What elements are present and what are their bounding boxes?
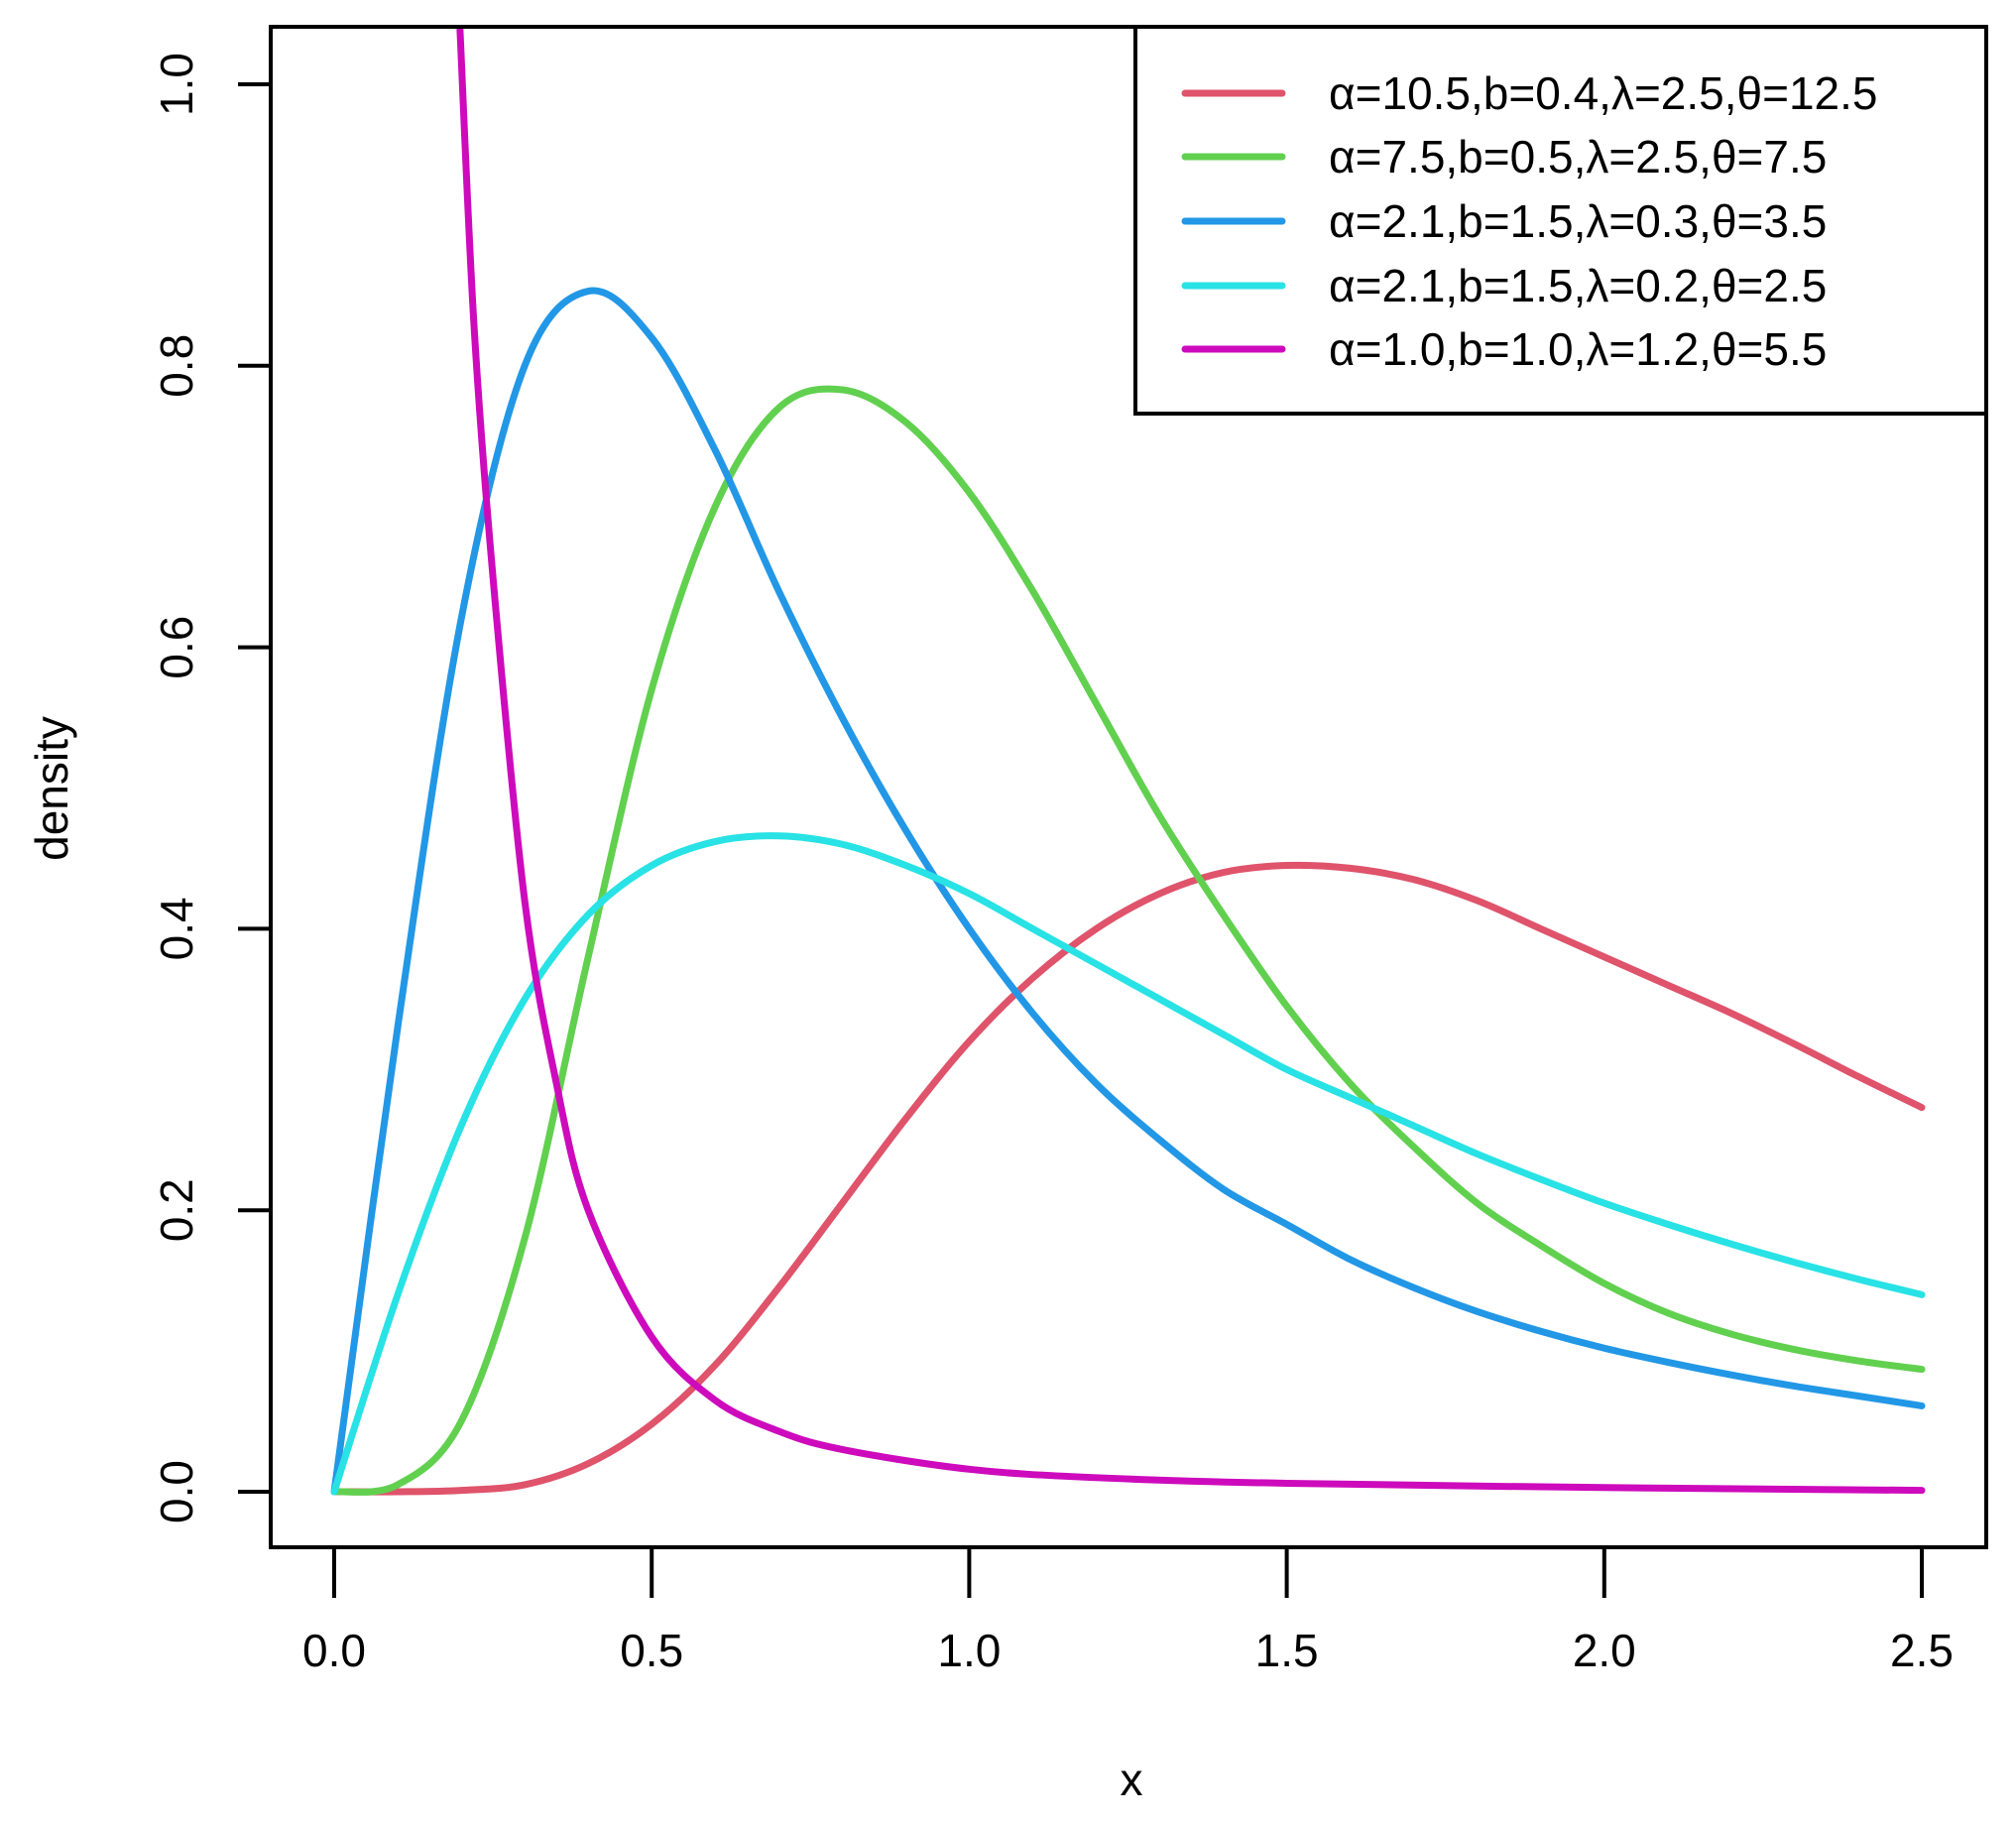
series-line-1 — [330, 861, 1926, 1496]
legend-label: α=10.5,b=0.4,λ=2.5,θ=12.5 — [1329, 67, 1878, 119]
x-tick-label: 2.0 — [1573, 1625, 1636, 1676]
y-tick-label: 0.2 — [151, 1178, 202, 1242]
x-tick-label: 2.5 — [1890, 1625, 1954, 1676]
legend-label: α=7.5,b=0.5,λ=2.5,θ=7.5 — [1329, 131, 1827, 182]
x-axis-title: x — [1121, 1754, 1143, 1805]
y-axis-title: density — [26, 716, 77, 861]
legend: α=10.5,b=0.4,λ=2.5,θ=12.5 α=7.5,b=0.5,λ=2… — [1133, 25, 1988, 416]
series-line-2 — [330, 385, 1926, 1496]
x-axis: 0.0 0.5 1.0 1.5 2.0 2.5 — [302, 1545, 1954, 1676]
y-tick-label: 0.0 — [151, 1460, 202, 1523]
y-tick-label: 0.4 — [151, 897, 202, 960]
y-tick-label: 1.0 — [151, 53, 202, 116]
legend-label: α=2.1,b=1.5,λ=0.3,θ=3.5 — [1329, 195, 1827, 247]
series-curves — [330, 27, 1926, 1496]
series-line-4 — [330, 832, 1926, 1496]
y-axis: 0.0 0.2 0.4 0.6 0.8 1.0 — [151, 53, 271, 1523]
y-tick-label: 0.6 — [151, 616, 202, 679]
series-line-3 — [330, 287, 1926, 1496]
series-line-5 — [456, 27, 1926, 1495]
x-tick-label: 0.0 — [302, 1625, 366, 1676]
x-tick-label: 0.5 — [620, 1625, 683, 1676]
x-tick-label: 1.5 — [1255, 1625, 1319, 1676]
x-tick-label: 1.0 — [937, 1625, 1001, 1676]
legend-label: α=2.1,b=1.5,λ=0.2,θ=2.5 — [1329, 260, 1827, 311]
y-tick-label: 0.8 — [151, 334, 202, 398]
legend-label: α=1.0,b=1.0,λ=1.2,θ=5.5 — [1329, 323, 1827, 375]
